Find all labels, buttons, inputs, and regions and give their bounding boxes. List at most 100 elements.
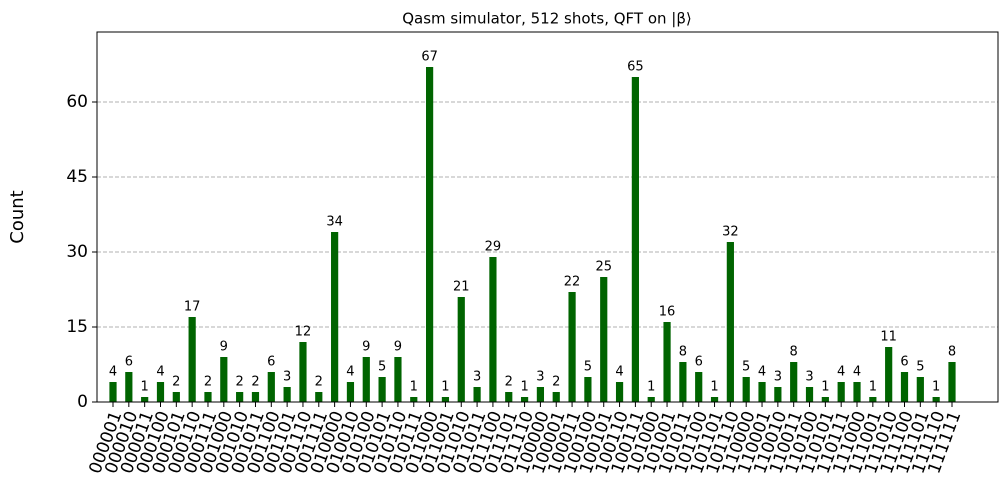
bar — [710, 397, 719, 402]
y-tick-label: 15 — [66, 317, 88, 337]
bar — [663, 322, 671, 402]
data-label: 11 — [880, 330, 897, 345]
data-label: 8 — [679, 345, 687, 360]
data-label: 2 — [172, 375, 180, 390]
bar — [948, 362, 956, 402]
bar — [758, 382, 766, 402]
data-label: 17 — [184, 300, 201, 315]
bar — [916, 377, 924, 402]
bar — [188, 317, 196, 402]
bar — [552, 392, 560, 402]
bar — [774, 387, 782, 402]
bar — [900, 372, 909, 402]
bar — [441, 397, 450, 402]
data-label: 21 — [453, 280, 470, 295]
data-label: 67 — [421, 50, 438, 65]
bar — [821, 397, 829, 402]
data-label: 6 — [900, 355, 908, 370]
data-label: 1 — [647, 380, 655, 395]
bar — [362, 357, 370, 402]
bar — [378, 377, 386, 402]
bar — [251, 392, 260, 402]
bar — [853, 382, 861, 402]
bar — [536, 387, 545, 402]
bar — [457, 297, 465, 402]
bar — [520, 397, 529, 402]
data-label: 6 — [267, 355, 275, 370]
data-label: 2 — [235, 375, 243, 390]
bar — [679, 362, 687, 402]
data-label: 9 — [362, 340, 370, 355]
bar — [932, 397, 940, 402]
data-label: 4 — [837, 365, 845, 380]
y-tick-label: 30 — [66, 242, 88, 262]
bar — [394, 357, 402, 402]
bar — [299, 342, 307, 402]
y-tick-label: 45 — [66, 167, 88, 187]
data-label: 6 — [125, 355, 133, 370]
data-label: 2 — [204, 375, 212, 390]
data-label: 9 — [394, 340, 402, 355]
bar — [109, 382, 117, 402]
data-label: 1 — [410, 380, 418, 395]
data-label: 8 — [790, 345, 798, 360]
bar — [805, 387, 814, 402]
data-label: 3 — [774, 370, 782, 385]
y-axis-label: Count — [7, 190, 28, 243]
bar — [837, 382, 845, 402]
data-label: 29 — [485, 240, 502, 255]
data-label: 3 — [805, 370, 813, 385]
data-label: 4 — [758, 365, 766, 380]
plot-frame — [96, 31, 999, 403]
bar — [204, 392, 212, 402]
bar — [220, 357, 228, 402]
data-label: 4 — [615, 365, 623, 380]
data-label: 2 — [552, 375, 560, 390]
data-label: 1 — [141, 380, 149, 395]
bar — [695, 372, 703, 402]
bar — [489, 257, 497, 402]
data-label: 2 — [251, 375, 259, 390]
bar — [568, 292, 576, 402]
bar — [885, 347, 893, 402]
data-label: 1 — [821, 380, 829, 395]
chart-title: Qasm simulator, 512 shots, QFT on |β⟩ — [402, 10, 692, 28]
bar — [426, 67, 434, 402]
bar — [505, 392, 513, 402]
bar — [584, 377, 592, 402]
data-label: 2 — [315, 375, 323, 390]
data-label: 4 — [109, 365, 117, 380]
data-label: 5 — [584, 360, 592, 375]
bar — [331, 232, 339, 402]
data-label: 5 — [916, 360, 924, 375]
data-label: 16 — [659, 305, 676, 320]
data-label: 4 — [853, 365, 861, 380]
data-label: 6 — [695, 355, 703, 370]
data-label: 3 — [473, 370, 481, 385]
data-label: 65 — [627, 60, 644, 75]
data-label: 8 — [948, 345, 956, 360]
data-label: 1 — [441, 380, 449, 395]
data-label: 22 — [564, 275, 581, 290]
bar — [600, 277, 608, 402]
bar — [283, 387, 291, 402]
data-label: 3 — [283, 370, 291, 385]
bar — [410, 397, 418, 402]
bar — [267, 372, 275, 402]
data-label: 4 — [346, 365, 354, 380]
y-tick-label: 60 — [66, 92, 88, 112]
data-label: 25 — [595, 260, 612, 275]
data-label: 1 — [869, 380, 877, 395]
bar — [125, 372, 133, 402]
bar — [141, 397, 149, 402]
bar — [647, 397, 655, 402]
y-tick-label: 0 — [77, 392, 88, 412]
bar — [790, 362, 798, 402]
bar — [156, 382, 165, 402]
bar — [236, 392, 244, 402]
bar — [473, 387, 481, 402]
bar — [742, 377, 750, 402]
plot-area: 0153045600000014000010600001110001004000… — [66, 50, 998, 476]
data-label: 3 — [536, 370, 544, 385]
